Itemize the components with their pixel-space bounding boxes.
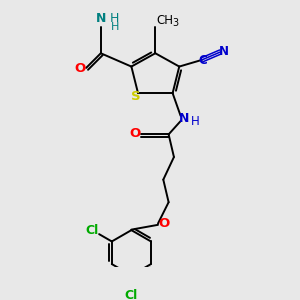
Text: Cl: Cl	[85, 224, 98, 238]
Text: Cl: Cl	[125, 290, 138, 300]
Text: N: N	[219, 45, 229, 58]
Text: N: N	[96, 12, 106, 25]
Text: O: O	[158, 217, 169, 230]
Text: O: O	[75, 62, 86, 75]
Text: C: C	[199, 54, 208, 67]
Text: O: O	[129, 127, 140, 140]
Text: H: H	[191, 115, 200, 128]
Text: CH: CH	[156, 14, 173, 26]
Text: H: H	[111, 22, 119, 32]
Text: H: H	[110, 12, 119, 25]
Text: N: N	[178, 112, 189, 125]
Text: S: S	[131, 90, 141, 103]
Text: 3: 3	[172, 18, 178, 28]
